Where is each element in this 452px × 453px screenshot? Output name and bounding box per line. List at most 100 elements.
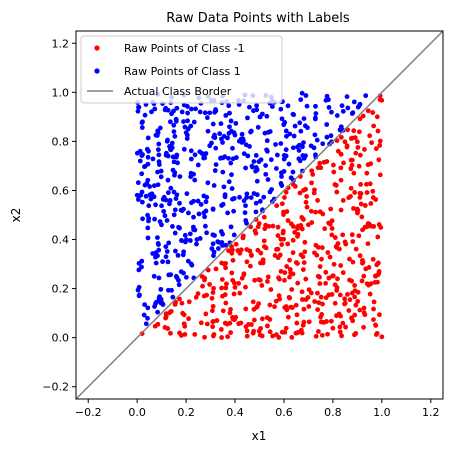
data-point-class-neg1 bbox=[315, 198, 320, 203]
data-point-class-neg1 bbox=[377, 138, 383, 144]
data-point-class-1 bbox=[151, 273, 157, 279]
data-point-class-1 bbox=[265, 129, 271, 135]
data-point-class-neg1 bbox=[340, 320, 346, 326]
data-point-class-neg1 bbox=[369, 140, 375, 146]
data-point-class-neg1 bbox=[353, 246, 359, 252]
data-point-class-neg1 bbox=[373, 197, 379, 202]
data-point-class-1 bbox=[212, 132, 217, 138]
data-point-class-1 bbox=[312, 116, 318, 122]
data-point-class-neg1 bbox=[282, 277, 287, 283]
data-point-class-neg1 bbox=[288, 221, 294, 227]
data-point-class-1 bbox=[159, 203, 164, 209]
data-point-class-neg1 bbox=[270, 333, 276, 339]
data-point-class-neg1 bbox=[285, 218, 291, 223]
data-point-class-neg1 bbox=[281, 212, 286, 217]
data-point-class-1 bbox=[178, 269, 184, 275]
data-point-class-neg1 bbox=[223, 265, 229, 271]
data-point-class-neg1 bbox=[338, 165, 344, 171]
data-point-class-neg1 bbox=[353, 150, 359, 156]
data-point-class-neg1 bbox=[379, 97, 385, 103]
data-point-class-1 bbox=[324, 122, 330, 127]
data-point-class-neg1 bbox=[227, 320, 233, 326]
data-point-class-1 bbox=[143, 193, 149, 199]
data-point-class-1 bbox=[157, 219, 163, 225]
data-point-class-1 bbox=[205, 128, 211, 134]
data-point-class-1 bbox=[210, 206, 216, 212]
data-point-class-neg1 bbox=[365, 108, 371, 114]
data-point-class-neg1 bbox=[360, 260, 365, 266]
data-point-class-neg1 bbox=[293, 302, 299, 308]
data-point-class-1 bbox=[263, 171, 269, 177]
data-point-class-1 bbox=[155, 309, 160, 315]
data-point-class-neg1 bbox=[372, 279, 378, 285]
data-point-class-1 bbox=[136, 104, 142, 110]
data-point-class-1 bbox=[297, 142, 302, 148]
data-point-class-neg1 bbox=[368, 201, 374, 206]
data-point-class-1 bbox=[256, 159, 262, 165]
data-point-class-1 bbox=[228, 118, 234, 124]
data-point-class-1 bbox=[303, 93, 309, 98]
data-point-class-1 bbox=[253, 209, 259, 215]
data-point-class-neg1 bbox=[364, 170, 370, 176]
data-point-class-neg1 bbox=[347, 297, 353, 303]
data-point-class-neg1 bbox=[165, 326, 171, 331]
data-point-class-1 bbox=[152, 304, 157, 309]
data-point-class-neg1 bbox=[350, 318, 356, 324]
data-point-class-neg1 bbox=[244, 259, 250, 265]
data-point-class-neg1 bbox=[367, 181, 373, 187]
data-point-class-1 bbox=[142, 302, 148, 307]
data-point-class-1 bbox=[141, 312, 147, 318]
data-point-class-1 bbox=[156, 141, 162, 147]
data-point-class-1 bbox=[170, 224, 175, 229]
data-point-class-neg1 bbox=[351, 170, 357, 176]
data-point-class-neg1 bbox=[334, 313, 339, 319]
data-point-class-neg1 bbox=[177, 330, 182, 336]
data-point-class-1 bbox=[204, 115, 210, 121]
data-point-class-neg1 bbox=[209, 308, 215, 314]
data-point-class-1 bbox=[230, 145, 235, 151]
x-tick-label: 0.0 bbox=[128, 406, 146, 419]
data-point-class-neg1 bbox=[284, 264, 290, 269]
data-point-class-neg1 bbox=[275, 233, 281, 239]
data-point-class-neg1 bbox=[250, 299, 256, 305]
data-point-class-neg1 bbox=[332, 235, 338, 240]
data-point-class-1 bbox=[201, 193, 207, 199]
data-point-class-neg1 bbox=[357, 152, 363, 158]
data-point-class-1 bbox=[152, 216, 158, 222]
data-point-class-neg1 bbox=[252, 277, 258, 283]
data-point-class-neg1 bbox=[343, 241, 349, 247]
data-point-class-1 bbox=[178, 207, 184, 213]
data-point-class-neg1 bbox=[220, 308, 226, 314]
data-point-class-1 bbox=[140, 119, 145, 125]
data-point-class-1 bbox=[184, 191, 190, 197]
data-point-class-1 bbox=[281, 169, 287, 174]
data-point-class-neg1 bbox=[282, 270, 288, 276]
data-point-class-neg1 bbox=[306, 304, 312, 309]
data-point-class-1 bbox=[187, 238, 193, 243]
data-point-class-neg1 bbox=[321, 319, 327, 325]
data-point-class-1 bbox=[169, 145, 175, 151]
data-point-class-neg1 bbox=[205, 267, 211, 273]
data-point-class-1 bbox=[281, 122, 287, 128]
data-point-class-neg1 bbox=[352, 312, 358, 318]
data-point-class-1 bbox=[274, 152, 280, 158]
data-point-class-1 bbox=[190, 224, 196, 230]
data-point-class-neg1 bbox=[258, 260, 263, 266]
data-point-class-neg1 bbox=[325, 250, 331, 255]
data-point-class-1 bbox=[138, 192, 144, 198]
data-point-class-1 bbox=[326, 97, 331, 103]
data-point-class-neg1 bbox=[304, 194, 310, 199]
data-point-class-neg1 bbox=[360, 113, 366, 119]
data-point-class-1 bbox=[261, 194, 267, 200]
data-point-class-neg1 bbox=[337, 329, 343, 335]
data-point-class-neg1 bbox=[229, 270, 235, 276]
data-point-class-neg1 bbox=[349, 278, 355, 284]
data-point-class-neg1 bbox=[319, 245, 325, 251]
data-point-class-1 bbox=[285, 103, 291, 109]
data-point-class-1 bbox=[210, 241, 216, 247]
data-point-class-neg1 bbox=[352, 190, 358, 195]
data-point-class-neg1 bbox=[298, 327, 304, 333]
data-point-class-1 bbox=[165, 137, 170, 143]
data-point-class-1 bbox=[194, 241, 199, 247]
